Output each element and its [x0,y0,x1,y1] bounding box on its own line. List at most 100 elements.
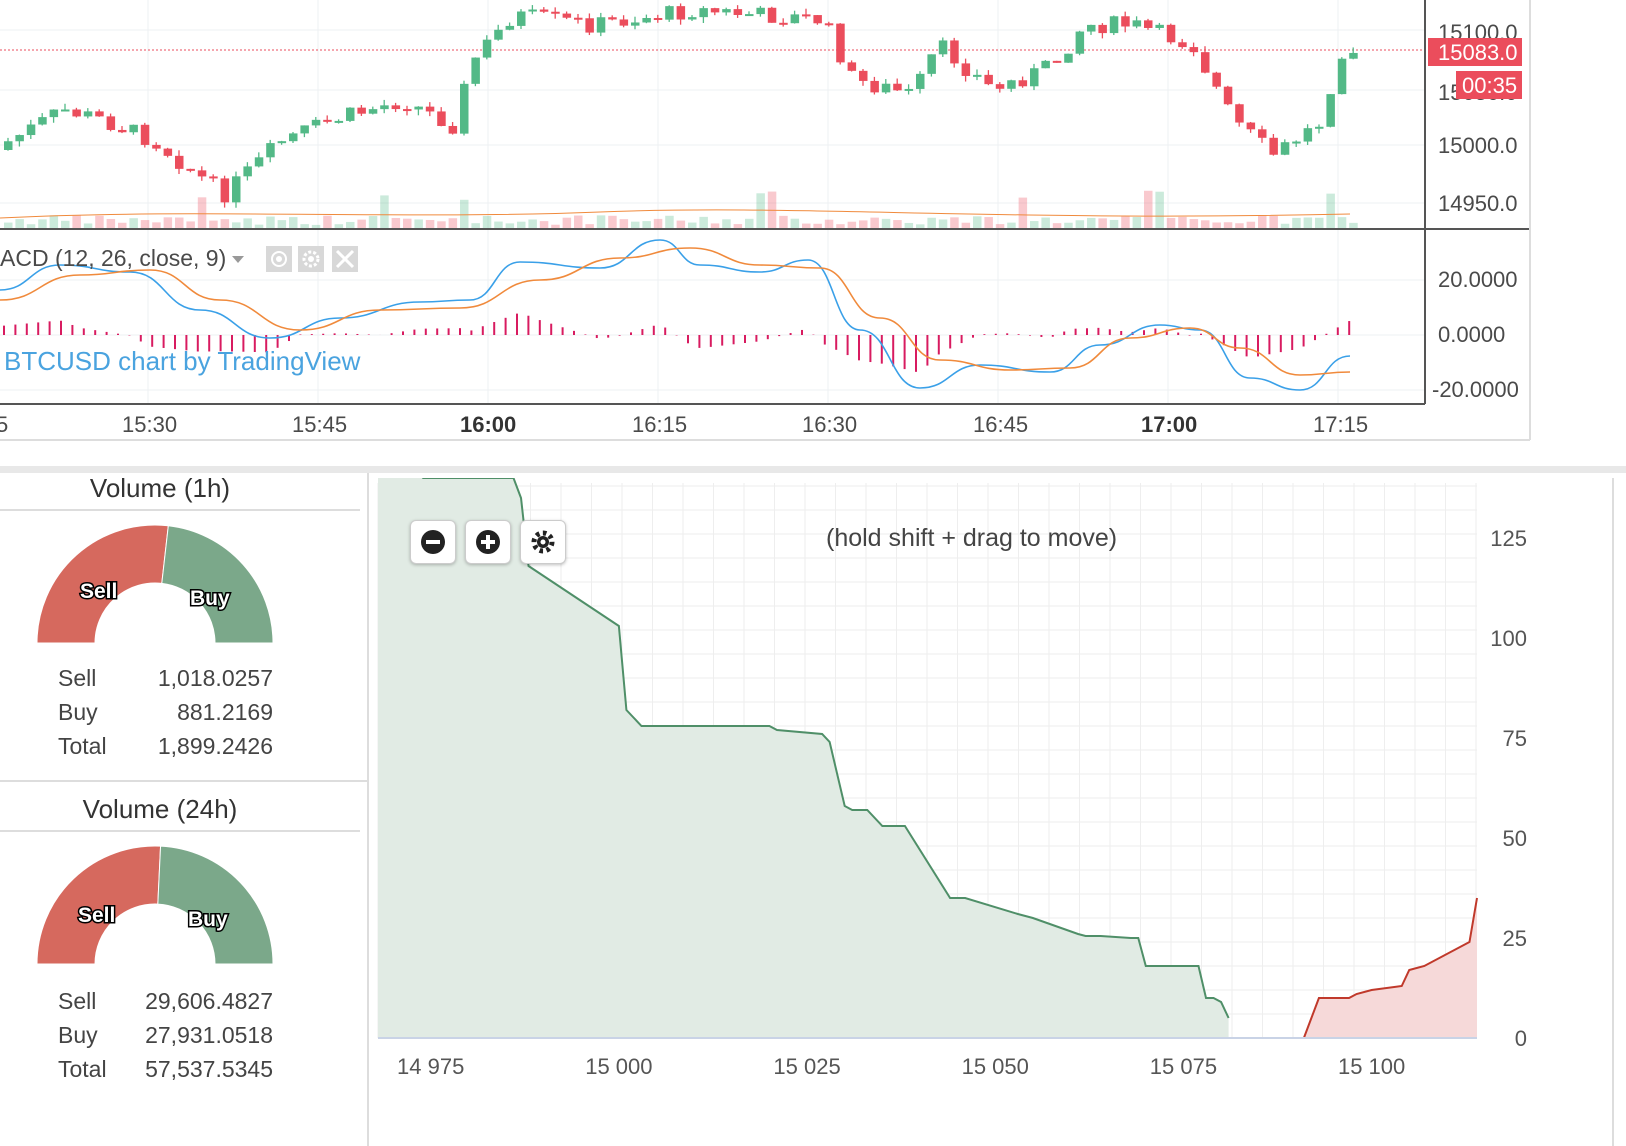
volume-bar [1292,217,1301,228]
candle-body [1007,80,1016,89]
candle-body [1337,58,1347,95]
candle-body [539,9,549,12]
tradingview-watermark[interactable]: BTCUSD chart by TradingView [4,346,361,376]
time-axis-label: 17:15 [1313,412,1368,437]
candle-body [152,144,161,149]
time-axis-label: 16:45 [973,412,1028,437]
candle-body [106,116,116,130]
volume-bar [676,220,686,228]
volume-1h-title: Volume (1h) [89,473,231,503]
volume-bar [323,215,332,228]
volume-bar [15,219,24,228]
candle-body [129,124,138,133]
gauge-buy-segment [157,845,274,965]
candle-body [1326,94,1335,127]
candle-body [425,106,435,112]
volume-bar [163,217,173,228]
volume-bar [1223,222,1233,228]
volume-bar [346,221,355,228]
price-chart-canvas[interactable]: ACD (12, 26, close, 9) BTCUSD chart by T… [0,0,1590,457]
volume-bar [1109,219,1119,228]
volume-bar [631,221,640,228]
price-axis-label: 14950.0 [1438,191,1518,216]
zoom-in-button[interactable] [465,520,511,564]
row-value: 27,931.0518 [145,1022,273,1048]
volume-bar [802,223,811,228]
y-tick-label: 125 [1490,526,1527,551]
volume-row: Sell 1,018.0257 [58,661,273,695]
volume-bars [0,190,1358,228]
volume-bar [961,222,971,228]
volume-bar [688,222,697,228]
candle-body [414,106,423,110]
macd-axis-label: 0.0000 [1438,322,1505,347]
volume-bar [562,217,572,228]
macd-dropdown-icon[interactable] [232,256,244,263]
volume-bar [1144,190,1153,228]
remove-indicator-icon[interactable] [332,246,358,272]
candle-body [140,124,150,145]
volume-bar [266,216,275,228]
candle-body [961,63,971,76]
time-axis-label: 16:30 [802,412,857,437]
y-tick-label: 75 [1503,726,1527,751]
candle-body [197,170,207,177]
candle-body [756,7,765,15]
candle-body [745,14,754,17]
candle-body [72,109,81,117]
volume-bar [1189,219,1199,228]
candle-body [950,40,959,64]
section-divider [0,466,1626,473]
volume-bar [916,224,925,228]
x-tick-label: 15 000 [585,1054,652,1079]
candle-body [1098,24,1107,34]
macd-histogram [3,313,1351,372]
candle-body [15,135,24,142]
depth-chart-canvas[interactable]: 14 975 15 000 15 025 15 050 15 075 15 100 125… [367,478,1612,1146]
row-value: 29,606.4827 [145,988,273,1014]
volume-bar [1201,220,1210,228]
volume-row: Total 1,899.2426 [58,729,273,763]
volume-bar [722,219,731,228]
volume-bar [72,215,81,228]
price-chart-panel[interactable]: ACD (12, 26, close, 9) BTCUSD chart by T… [0,0,1590,457]
candle-body [505,25,515,30]
depth-settings-button[interactable] [520,520,566,564]
volume-bar [665,215,674,228]
volume-bar [118,222,127,228]
price-axis-label: 15000.0 [1438,133,1518,158]
candle-body [266,143,275,158]
volume-bar [1121,216,1130,228]
volume-bar [243,218,252,228]
candle-body [1280,142,1290,155]
candle-body [722,9,731,13]
gauge-buy-label: Buy [190,587,230,610]
candle-body [847,62,857,71]
candle-body [699,8,708,18]
volume-bar [870,217,879,228]
volume-bar [938,219,948,228]
bid-depth-line [421,478,1230,1019]
candle-body [254,157,264,167]
candle-body [653,18,663,21]
volume-1h-card: Volume (1h) Sell Buy Sell 1,018.0257 Buy 8… [0,473,369,782]
candle-body [1212,72,1221,87]
candle-body [824,23,834,26]
gauge-sell-segment [36,524,169,644]
volume-bar [4,222,13,228]
volume-bar [471,223,480,228]
volume-bar [38,219,47,228]
zoom-out-button[interactable] [410,520,456,564]
current-price-badge [1428,38,1522,66]
indicator-settings-icon[interactable] [298,246,324,272]
candle-body [289,133,298,142]
volume-bar [551,224,560,228]
volume-bar [824,219,834,228]
candle-body [163,148,173,156]
candle-body [802,14,811,17]
eye-icon[interactable] [266,246,292,272]
candle-body [1087,24,1096,32]
candle-body [1201,52,1210,73]
volume-bar [220,219,230,228]
volume-bar [1007,222,1016,228]
